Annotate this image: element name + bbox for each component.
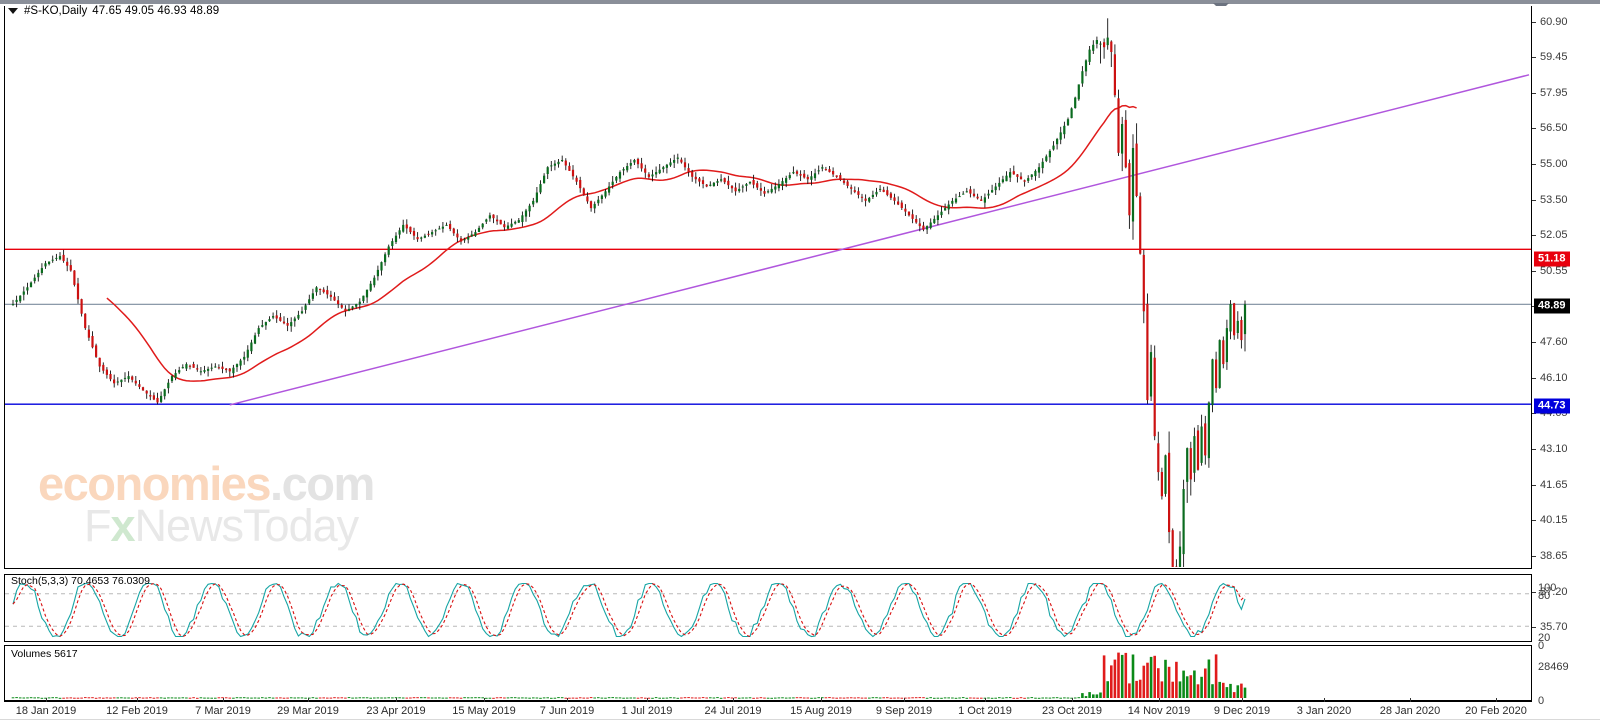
stochastic-k-line (12, 582, 1246, 638)
date-axis-label: 15 May 2019 (452, 705, 516, 717)
date-axis-tick (1159, 698, 1160, 702)
ohlc-values: 47.65 49.05 46.93 48.89 (92, 5, 220, 17)
price-chart-pane[interactable] (4, 6, 1532, 569)
date-axis-label: 15 Aug 2019 (790, 705, 852, 717)
date-axis-tick (484, 698, 485, 702)
date-axis-tick (1496, 698, 1497, 702)
date-axis-tick (1410, 698, 1411, 702)
price-plot-svg (5, 18, 1531, 567)
date-axis-label: 7 Jun 2019 (539, 705, 595, 717)
volume-caption: Volumes 5617 (11, 648, 78, 660)
price-axis-tick: 37.20 (1532, 586, 1568, 598)
indicator-axis-tick: 28469 (1538, 661, 1569, 673)
price-axis-tick: 50.55 (1532, 265, 1568, 277)
symbol-header: #S-KO,Daily 47.65 49.05 46.93 48.89 (8, 5, 219, 17)
price-axis-tick: 52.05 (1532, 229, 1568, 241)
date-axis-label: 28 Jan 2020 (1379, 705, 1441, 717)
price-axis-tick: 60.90 (1532, 16, 1568, 28)
date-axis-label: 24 Jul 2019 (704, 705, 762, 717)
candlestick-series (11, 18, 1247, 567)
current-price-badge[interactable]: 48.89 (1534, 298, 1570, 314)
date-axis-label: 7 Mar 2019 (195, 705, 251, 717)
date-axis[interactable]: 18 Jan 2019 12 Feb 2019 7 Mar 2019 29 Mar 2… (4, 698, 1532, 720)
date-axis-tick (308, 698, 309, 702)
date-axis-label: 18 Jan 2019 (15, 705, 77, 717)
window-top-bar (0, 0, 1600, 4)
date-axis-tick (1072, 698, 1073, 702)
date-axis-label: 9 Sep 2019 (875, 705, 933, 717)
date-axis-tick (647, 698, 648, 702)
date-axis-tick (567, 698, 568, 702)
price-axis-tick: 56.50 (1532, 122, 1568, 134)
price-axis-tick: 41.65 (1532, 479, 1568, 491)
indicator-axis-tick: 80 (1538, 590, 1551, 602)
volume-plot-svg (11, 652, 1247, 699)
price-axis-tick: 47.60 (1532, 336, 1568, 348)
indicator-axis-tick: 0 (1538, 640, 1545, 652)
date-axis-label: 9 Dec 2019 (1213, 705, 1271, 717)
price-plot-area (5, 6, 1531, 568)
indicator-axis-tick: 20 (1538, 632, 1551, 644)
date-axis-label: 1 Jul 2019 (621, 705, 673, 717)
symbol-label: #S-KO,Daily (24, 5, 88, 17)
date-axis-tick (1324, 698, 1325, 702)
support-level-badge[interactable]: 44.73 (1534, 398, 1570, 414)
moving-average-line (106, 104, 1137, 382)
date-axis-tick (904, 698, 905, 702)
rising-trendline[interactable] (229, 74, 1530, 406)
stochastic-d-line (12, 582, 1246, 638)
indicator-axis-tick: 100 (1538, 582, 1557, 594)
resistance-level-badge[interactable]: 51.18 (1534, 251, 1570, 267)
caret-down-icon[interactable] (8, 8, 18, 14)
price-axis-tick: 43.10 (1532, 443, 1568, 455)
price-axis[interactable]: 60.90 59.45 57.95 56.50 55.00 53.50 52.05 50.55… (1532, 6, 1600, 707)
date-axis-label: 20 Feb 2020 (1465, 705, 1527, 717)
price-axis-tick: 57.95 (1532, 87, 1568, 99)
volume-plot-area (5, 646, 1531, 700)
date-axis-tick (137, 698, 138, 702)
date-axis-label: 23 Oct 2019 (1042, 705, 1102, 717)
stochastic-indicator-pane[interactable]: Stoch(5,3,3) 70.4653 76.0309 (4, 574, 1532, 642)
date-axis-label: 3 Jan 2020 (1296, 705, 1352, 717)
stochastic-plot-svg (5, 582, 1531, 638)
date-axis-label: 1 Oct 2019 (958, 705, 1012, 717)
date-axis-tick (1242, 698, 1243, 702)
price-axis-tick: 46.10 (1532, 372, 1568, 384)
volume-indicator-pane[interactable]: Volumes 5617 (4, 645, 1532, 701)
stochastic-plot-area (5, 575, 1531, 641)
price-axis-tick: 59.45 (1532, 51, 1568, 63)
date-axis-tick (821, 698, 822, 702)
indicator-axis-tick: 0 (1538, 695, 1545, 707)
price-axis-tick: 35.70 (1532, 621, 1568, 633)
date-axis-label: 12 Feb 2019 (106, 705, 168, 717)
price-axis-tick: 38.65 (1532, 550, 1568, 562)
date-axis-tick (223, 698, 224, 702)
date-axis-tick (985, 698, 986, 702)
date-axis-tick (733, 698, 734, 702)
date-axis-label: 29 Mar 2019 (277, 705, 339, 717)
price-axis-tick: 55.00 (1532, 158, 1568, 170)
date-axis-label: 14 Nov 2019 (1127, 705, 1191, 717)
price-axis-tick: 40.15 (1532, 514, 1568, 526)
volume-bars (11, 652, 1247, 699)
date-axis-label: 23 Apr 2019 (366, 705, 426, 717)
stochastic-caption: Stoch(5,3,3) 70.4653 76.0309 (11, 575, 150, 587)
date-axis-tick (396, 698, 397, 702)
price-axis-tick: 53.50 (1532, 194, 1568, 206)
date-axis-tick (46, 698, 47, 702)
